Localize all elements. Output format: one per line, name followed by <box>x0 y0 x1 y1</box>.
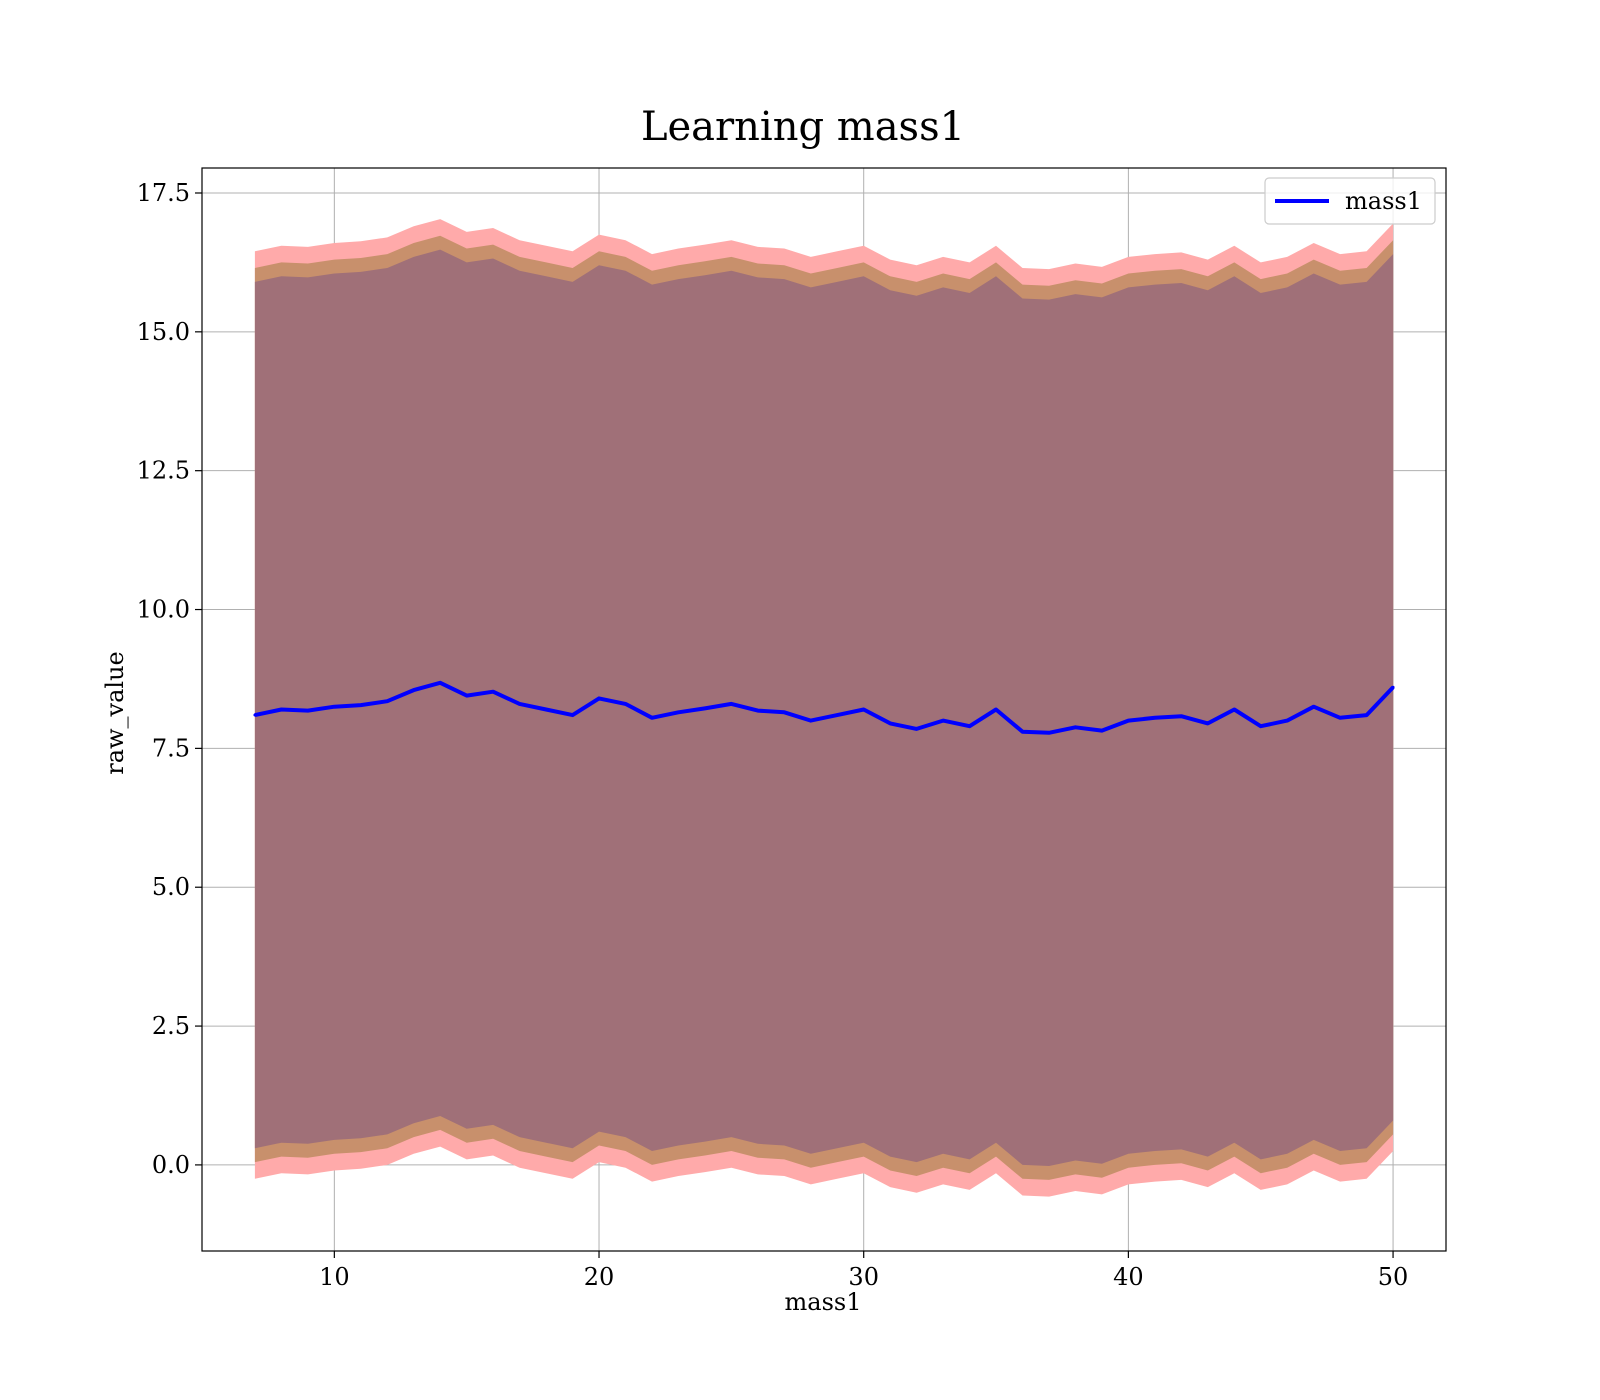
data-point <box>571 713 575 717</box>
y-tick-label: 2.5 <box>152 1012 190 1040</box>
data-point <box>306 709 310 713</box>
y-tick-label: 10.0 <box>137 596 190 624</box>
data-point <box>835 713 839 717</box>
data-point <box>1259 724 1263 728</box>
data-point <box>1153 716 1157 720</box>
series-line-mass1 <box>254 680 1395 735</box>
data-point <box>438 681 442 685</box>
data-point <box>623 702 627 706</box>
data-point <box>332 705 336 709</box>
data-point <box>994 708 998 711</box>
data-point <box>676 710 680 714</box>
data-point <box>1047 731 1051 735</box>
data-point <box>491 690 495 694</box>
plot-area: 10 20 30 40 50 0.0 2.5 5.0 7.5 10.0 12.5 15.0 17.5 <box>137 167 1447 1291</box>
data-point <box>1100 729 1104 733</box>
data-point <box>782 710 786 714</box>
data-point <box>1206 721 1210 725</box>
x-tick-label: 50 <box>1378 1263 1409 1291</box>
band-inner <box>254 249 1394 1167</box>
data-point <box>1021 730 1025 734</box>
data-point <box>279 708 283 711</box>
data-point <box>968 724 972 728</box>
data-point <box>597 696 601 700</box>
data-point <box>703 706 707 710</box>
data-point <box>1391 685 1395 689</box>
y-tick-label: 17.5 <box>137 179 190 207</box>
data-point <box>385 699 389 703</box>
legend-frame <box>1264 177 1436 225</box>
data-point <box>1338 716 1342 720</box>
data-point <box>465 694 469 698</box>
data-point <box>915 727 919 731</box>
data-point <box>1285 719 1289 723</box>
x-tick-label: 40 <box>1113 1263 1144 1291</box>
data-point <box>1073 725 1077 729</box>
legend-label-mass1: mass1 <box>1345 187 1422 215</box>
data-point <box>1365 713 1369 717</box>
y-tick-label: 7.5 <box>152 734 190 762</box>
data-point <box>1312 705 1316 709</box>
data-point <box>862 708 866 711</box>
data-point <box>1126 719 1130 723</box>
y-tick-label: 0.0 <box>152 1151 190 1179</box>
x-axis-label: mass1 <box>785 1288 862 1316</box>
data-point <box>729 702 733 706</box>
chart-title: Learning mass1 <box>641 104 965 150</box>
y-tick-label: 12.5 <box>137 457 190 485</box>
data-point <box>1232 708 1236 711</box>
legend: mass1 <box>1264 177 1436 225</box>
data-point <box>412 688 416 692</box>
x-tick-label: 10 <box>319 1263 350 1291</box>
data-point <box>650 716 654 720</box>
x-tick-label: 30 <box>848 1263 879 1291</box>
x-tick-label: 20 <box>584 1263 615 1291</box>
y-tick-label: 5.0 <box>152 873 190 901</box>
data-point <box>253 713 257 717</box>
data-point <box>756 709 760 713</box>
data-point <box>1179 714 1183 718</box>
data-point <box>518 702 522 706</box>
data-point <box>941 719 945 723</box>
y-tick-label: 15.0 <box>137 318 190 346</box>
data-point <box>888 721 892 725</box>
data-point <box>544 708 548 711</box>
y-axis-label: raw_value <box>101 651 129 775</box>
data-point <box>809 719 813 723</box>
data-point <box>359 703 363 707</box>
axes-frame <box>201 167 1447 1252</box>
